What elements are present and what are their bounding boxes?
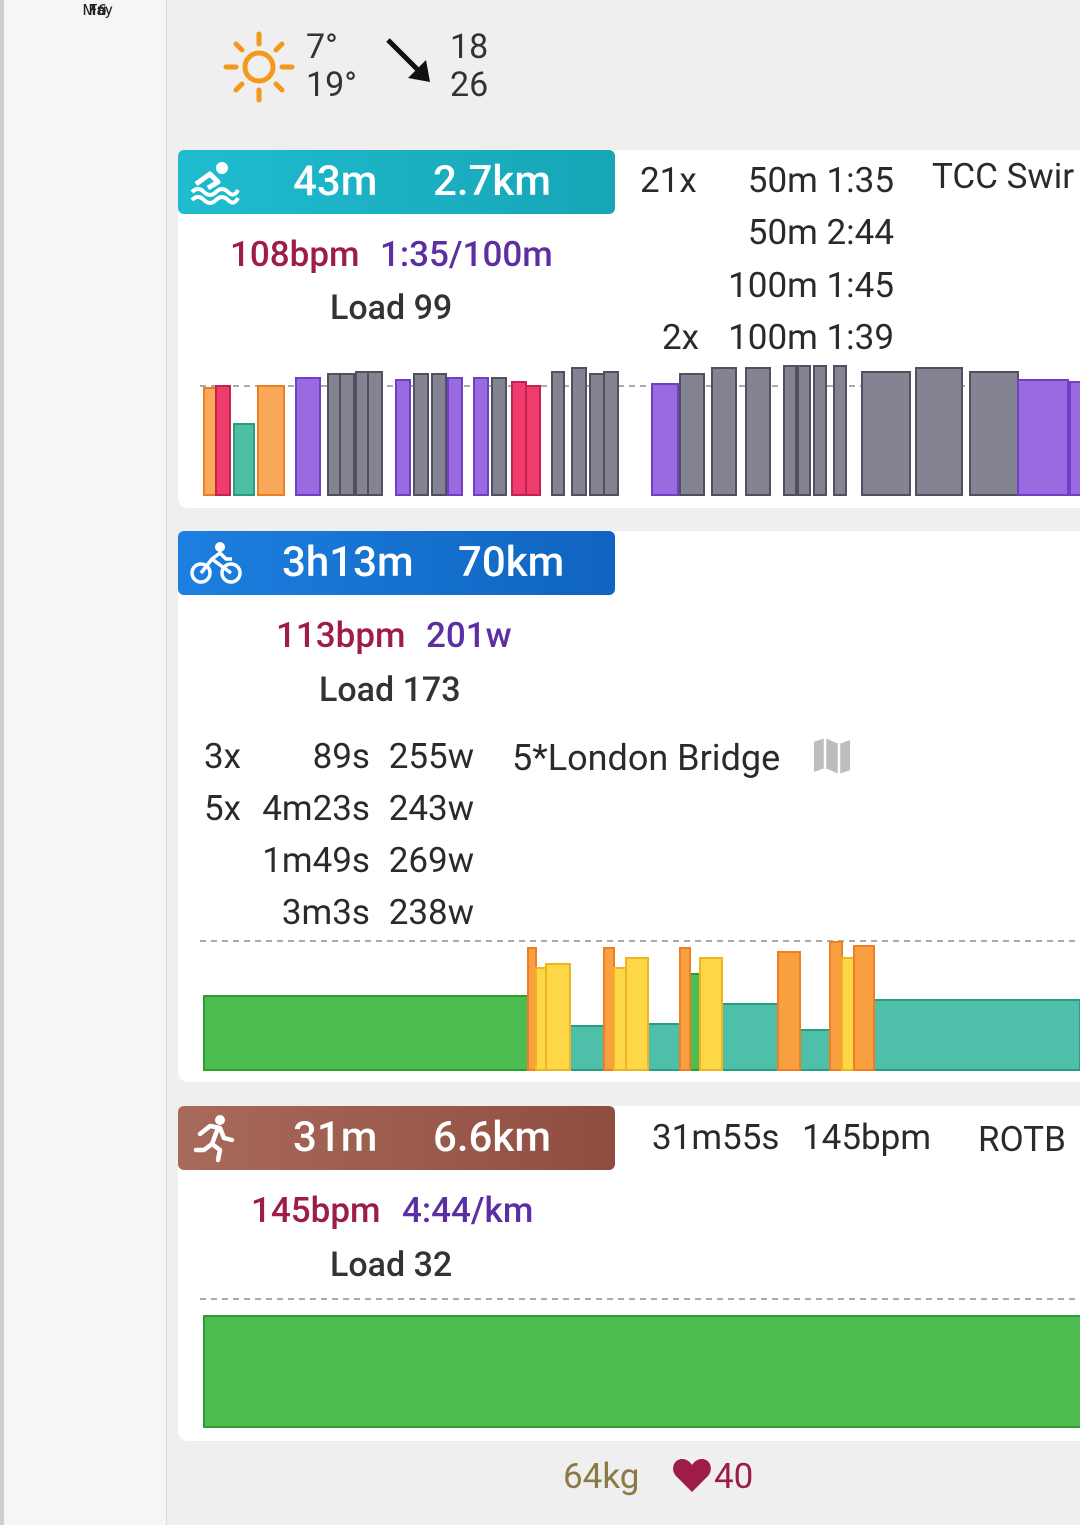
wind-arrow-icon <box>386 38 430 82</box>
ride-power-chart <box>200 940 1080 1071</box>
wind-low: 18 <box>450 27 489 67</box>
ride-interval-count: 3x <box>204 736 242 777</box>
resting-hr: 40 <box>714 1456 754 1497</box>
ride-load: Load 173 <box>319 670 461 710</box>
run-load: Load 32 <box>330 1245 453 1285</box>
run-header[interactable]: 31m 6.6km <box>178 1106 615 1170</box>
date-month: May <box>82 0 113 19</box>
ride-interval-watts: 255w <box>388 736 474 777</box>
swim-icon <box>190 162 240 205</box>
bike-icon <box>190 542 242 584</box>
run-heart-rate: 145bpm <box>251 1190 381 1231</box>
ride-heart-rate: 113bpm <box>276 615 406 656</box>
run-pace: 4:44/km <box>402 1190 534 1231</box>
swim-load: Load 99 <box>330 288 453 328</box>
ride-interval-watts: 269w <box>388 840 474 881</box>
swim-title[interactable]: TCC Swir <box>932 156 1075 197</box>
date-weekday: Fri <box>88 0 107 19</box>
ride-distance: 70km <box>458 538 565 587</box>
swim-pace: 1:35/100m <box>380 234 553 275</box>
run-chart <box>200 1298 1080 1428</box>
swim-interval-detail: 50m 1:35 <box>747 160 894 201</box>
run-icon <box>193 1115 235 1163</box>
run-distance: 6.6km <box>433 1113 551 1162</box>
run-title[interactable]: ROTB <box>978 1119 1066 1160</box>
swim-duration: 43m <box>293 157 378 206</box>
swim-interval-detail: 100m 1:39 <box>728 317 894 358</box>
run-interval-time: 31m55s <box>652 1117 780 1158</box>
ride-interval-count: 5x <box>204 788 242 829</box>
temp-high: 19° <box>306 65 357 105</box>
date-column <box>0 0 167 1525</box>
ride-duration: 3h13m <box>282 538 414 587</box>
map-icon[interactable] <box>812 736 852 776</box>
temp-low: 7° <box>306 27 338 67</box>
swim-heart-rate: 108bpm <box>230 234 360 275</box>
swim-interval-detail: 100m 1:45 <box>728 265 894 306</box>
swim-interval-detail: 50m 2:44 <box>747 212 894 253</box>
run-interval-hr: 145bpm <box>802 1117 932 1158</box>
wind-high: 26 <box>450 65 489 105</box>
swim-interval-count: 2x <box>662 317 700 358</box>
date-day: 16 <box>88 0 107 19</box>
ride-interval-time: 1m49s <box>262 840 370 881</box>
swim-interval-count: 21x <box>640 160 697 201</box>
heart-icon <box>673 1459 711 1492</box>
run-duration: 31m <box>293 1113 378 1162</box>
ride-header[interactable]: 3h13m 70km <box>178 531 615 595</box>
swim-interval-chart <box>200 365 1080 496</box>
ride-power: 201w <box>426 615 512 656</box>
ride-interval-watts: 238w <box>388 892 474 933</box>
ride-interval-time: 3m3s <box>281 892 370 933</box>
weight: 64kg <box>563 1456 640 1497</box>
ride-title[interactable]: 5*London Bridge <box>512 737 781 779</box>
sun-icon <box>223 31 295 103</box>
ride-interval-time: 4m23s <box>262 788 370 829</box>
ride-interval-time: 89s <box>312 736 370 777</box>
swim-distance: 2.7km <box>433 157 551 206</box>
ride-interval-watts: 243w <box>388 788 474 829</box>
swim-header[interactable]: 43m 2.7km <box>178 150 615 214</box>
